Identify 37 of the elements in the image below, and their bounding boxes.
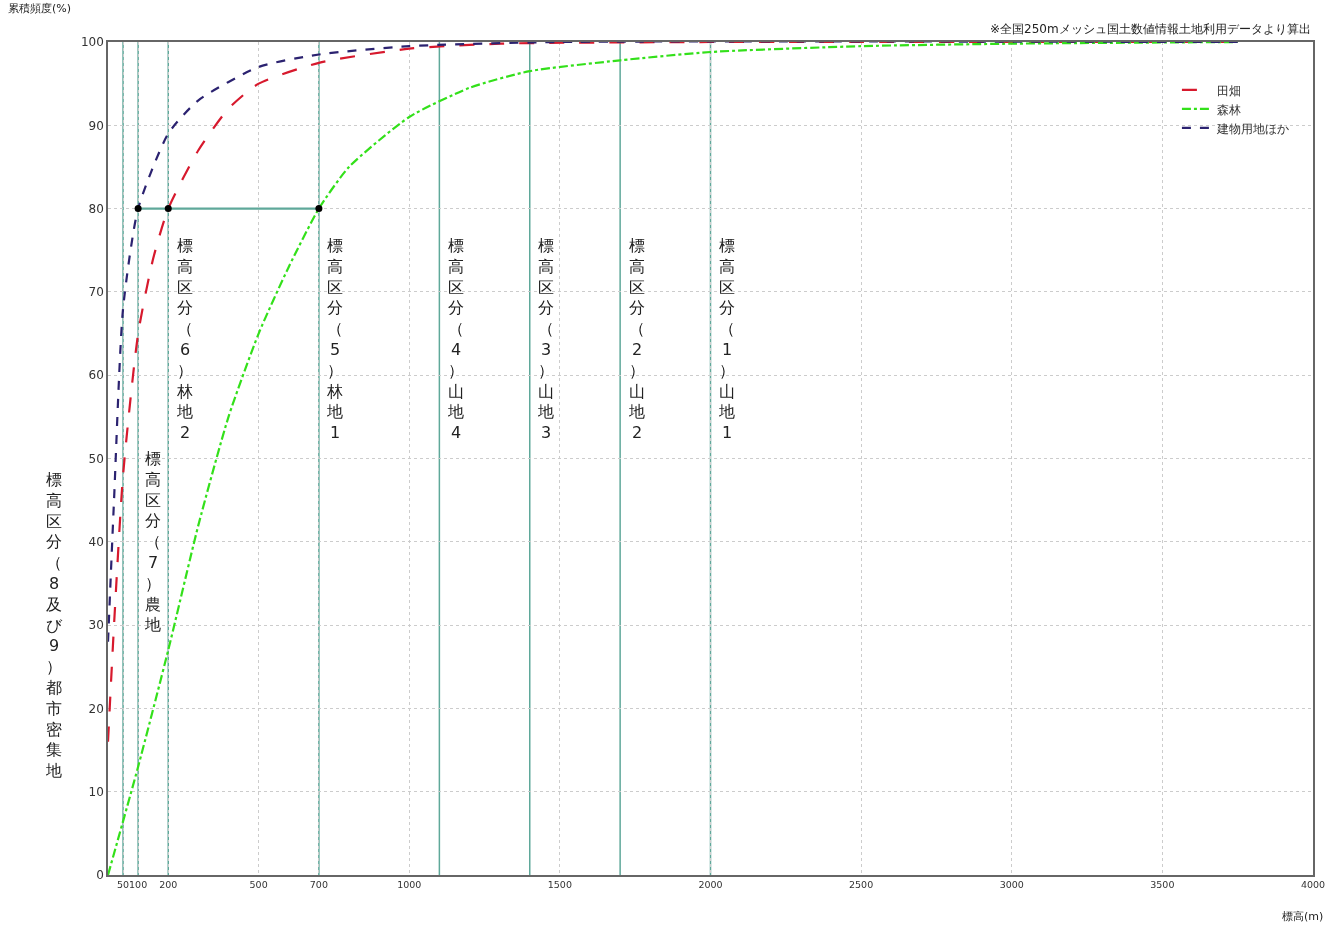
x-tick-label: 50 [117, 879, 130, 891]
x-tick-label: 4000 [1300, 879, 1326, 891]
y-tick-label: 70 [88, 285, 104, 300]
y-tick-label: 0 [96, 868, 104, 883]
text: 標高区分（6）林地2 [177, 236, 193, 443]
y-tick-label: 80 [88, 201, 104, 216]
text: 標高区分（5）林地1 [327, 236, 343, 443]
x-tick-label: 1000 [397, 879, 422, 891]
text: 標高区分（2）山地2 [629, 236, 645, 443]
x-tick-label: 3500 [1150, 879, 1175, 891]
legend-label: 森林 [1216, 102, 1241, 117]
text: 標高区分（4）山地4 [448, 236, 464, 443]
text: 標高区分（3）山地3 [538, 236, 554, 443]
text: ※全国250mメッシュ国土数値情報土地利用データより算出 [990, 22, 1311, 36]
text: 標高区分（8及び9）都市密集地 [46, 470, 62, 781]
x-tick-label: 200 [159, 879, 178, 891]
y-tick-label: 40 [88, 535, 104, 549]
x-tick-label: 700 [309, 879, 328, 891]
y-tick-label: 30 [88, 618, 104, 633]
y-tick-label: 50 [88, 451, 104, 466]
x-axis-title: 標高(m) [1282, 910, 1324, 923]
legend-label: 建物用地ほか [1215, 121, 1289, 136]
y-tick-label: 60 [88, 368, 104, 383]
text: 標高区分（7）農地 [145, 449, 161, 635]
y-tick-label: 100 [80, 35, 104, 50]
y-tick-label: 90 [88, 118, 104, 133]
x-tick-label: 1500 [547, 879, 572, 891]
y-tick-label: 20 [88, 701, 104, 716]
legend-label: 田畑 [1216, 83, 1241, 98]
y-tick-label: 10 [88, 784, 104, 799]
x-tick-label: 100 [129, 879, 148, 891]
text: 標高区分（1）山地1 [719, 236, 735, 443]
x-tick-label: 2500 [849, 879, 874, 891]
x-tick-label: 500 [249, 879, 268, 891]
x-tick-label: 3000 [999, 879, 1024, 891]
x-tick-label: 2000 [698, 879, 723, 891]
y-axis-title: 累積頻度(%) [8, 2, 72, 15]
